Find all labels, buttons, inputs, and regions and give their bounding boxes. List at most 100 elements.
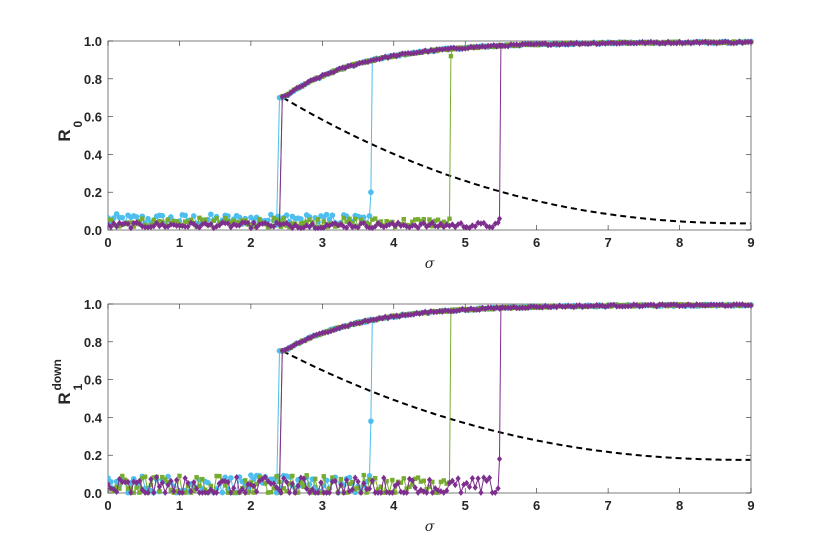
data-point: [373, 216, 378, 221]
data-point: [361, 480, 367, 487]
data-point: [619, 39, 625, 46]
data-point: [716, 301, 723, 309]
data-point: [108, 223, 114, 231]
data-point: [122, 220, 128, 227]
data-layer: [108, 38, 754, 232]
data-point: [168, 488, 174, 493]
data-point: [582, 40, 588, 47]
data-point: [435, 487, 441, 494]
data-point: [171, 218, 176, 224]
data-point: [596, 302, 603, 310]
data-point: [371, 316, 377, 323]
data-point: [430, 223, 435, 229]
data-point: [671, 39, 677, 47]
data-point: [742, 38, 748, 46]
series-cyan-forward: [108, 40, 752, 227]
data-point: [350, 221, 355, 226]
data-point: [410, 219, 415, 225]
data-point: [346, 488, 353, 495]
data-point: [153, 473, 160, 481]
data-point: [416, 310, 423, 317]
data-point: [556, 41, 563, 48]
x-axis-label: σ: [425, 519, 435, 535]
data-point: [354, 61, 360, 68]
data-point: [185, 219, 191, 225]
data-point: [434, 46, 440, 53]
data-point: [309, 220, 315, 228]
data-point: [285, 91, 291, 99]
data-point: [278, 489, 284, 496]
data-point: [419, 48, 425, 56]
data-point: [245, 219, 251, 227]
data-point: [441, 223, 447, 231]
data-point: [439, 308, 445, 315]
data-point: [134, 485, 139, 490]
data-point: [309, 486, 315, 493]
data-point: [352, 223, 358, 230]
data-point: [422, 47, 428, 54]
data-point: [323, 211, 330, 218]
data-point: [332, 477, 338, 485]
y-axis-label-sup: down: [50, 359, 64, 390]
data-point: [125, 486, 131, 491]
data-point: [208, 486, 214, 493]
data-point: [282, 92, 288, 99]
series-green-forward: [108, 40, 752, 228]
data-point: [748, 38, 754, 46]
data-point: [140, 475, 145, 481]
data-point: [468, 43, 474, 50]
data-point: [458, 220, 464, 227]
data-point: [231, 490, 236, 495]
y-tick-label: 0.8: [84, 335, 102, 350]
data-point: [656, 301, 663, 308]
data-point: [318, 490, 324, 495]
data-point: [137, 490, 142, 495]
plot-frame: [107, 40, 752, 231]
data-point: [314, 331, 320, 338]
data-point: [355, 485, 361, 491]
data-point: [301, 224, 307, 231]
data-point: [298, 474, 304, 481]
data-point: [448, 53, 454, 59]
data-point: [421, 478, 426, 483]
theory-lower-branch: [282, 96, 751, 225]
data-point: [306, 223, 313, 231]
data-point: [355, 224, 361, 231]
data-point: [148, 475, 154, 483]
data-point: [508, 304, 514, 312]
data-point: [182, 219, 188, 224]
data-point: [474, 43, 480, 50]
data-point: [466, 224, 473, 232]
data-point: [274, 474, 279, 479]
data-point: [611, 301, 617, 309]
data-point: [542, 302, 548, 310]
data-point: [596, 40, 603, 47]
data-point: [594, 301, 600, 309]
data-point: [608, 301, 614, 309]
data-point: [472, 223, 478, 230]
data-point: [347, 481, 352, 487]
data-point: [676, 38, 683, 45]
x-tick-label: 9: [747, 235, 754, 250]
data-point: [113, 488, 120, 496]
data-point: [639, 302, 646, 310]
data-point: [625, 39, 631, 47]
data-point: [211, 218, 216, 224]
data-point: [404, 486, 409, 491]
data-point: [242, 489, 248, 496]
data-point: [455, 475, 461, 482]
data-point: [576, 302, 583, 309]
data-point: [369, 224, 375, 232]
data-point: [388, 52, 394, 60]
data-point: [271, 480, 277, 487]
data-point: [370, 217, 375, 222]
data-point: [442, 45, 448, 53]
data-point: [622, 303, 628, 310]
data-point: [745, 301, 751, 309]
data-point: [349, 223, 355, 231]
data-point: [131, 224, 136, 229]
data-point: [248, 224, 254, 232]
data-point: [208, 211, 214, 218]
data-point: [281, 216, 286, 221]
data-point: [398, 480, 404, 485]
